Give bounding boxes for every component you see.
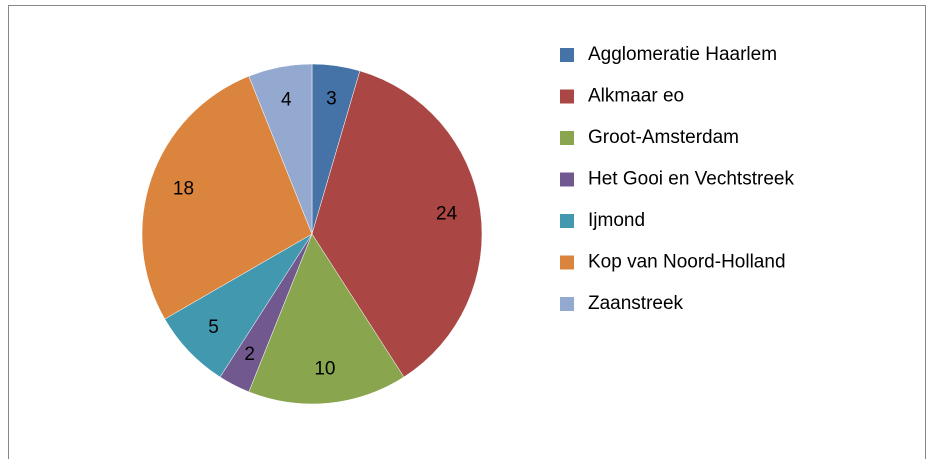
pie-slice xyxy=(311,70,483,378)
legend-label: Zaanstreek xyxy=(588,293,684,314)
data-label: 18 xyxy=(173,179,194,200)
legend-swatch xyxy=(560,214,574,228)
legend-swatch xyxy=(560,172,574,187)
legend-label: Het Gooi en Vechtstreek xyxy=(588,169,794,190)
data-label: 2 xyxy=(244,344,255,365)
legend-swatch xyxy=(560,48,574,62)
legend-label: Kop van Noord-Holland xyxy=(588,252,786,273)
data-label: 5 xyxy=(208,317,219,338)
legend-label: Ijmond xyxy=(588,210,645,231)
data-label: 10 xyxy=(314,358,335,379)
legend-swatch xyxy=(560,297,574,311)
pie-slice xyxy=(141,75,313,320)
pie-slice xyxy=(248,63,313,235)
legend-label: Alkmaar eo xyxy=(588,86,684,107)
legend-label: Agglomeratie Haarlem xyxy=(588,44,777,65)
data-label: 3 xyxy=(326,88,337,109)
data-label: 24 xyxy=(436,204,458,225)
legend-swatch xyxy=(560,255,574,270)
data-label: 4 xyxy=(281,89,292,110)
legend-swatch xyxy=(560,131,574,145)
chart-border xyxy=(8,5,926,459)
legend-label: Groot-Amsterdam xyxy=(588,127,739,148)
pie-slice xyxy=(248,233,405,405)
legend-swatch xyxy=(560,89,574,104)
